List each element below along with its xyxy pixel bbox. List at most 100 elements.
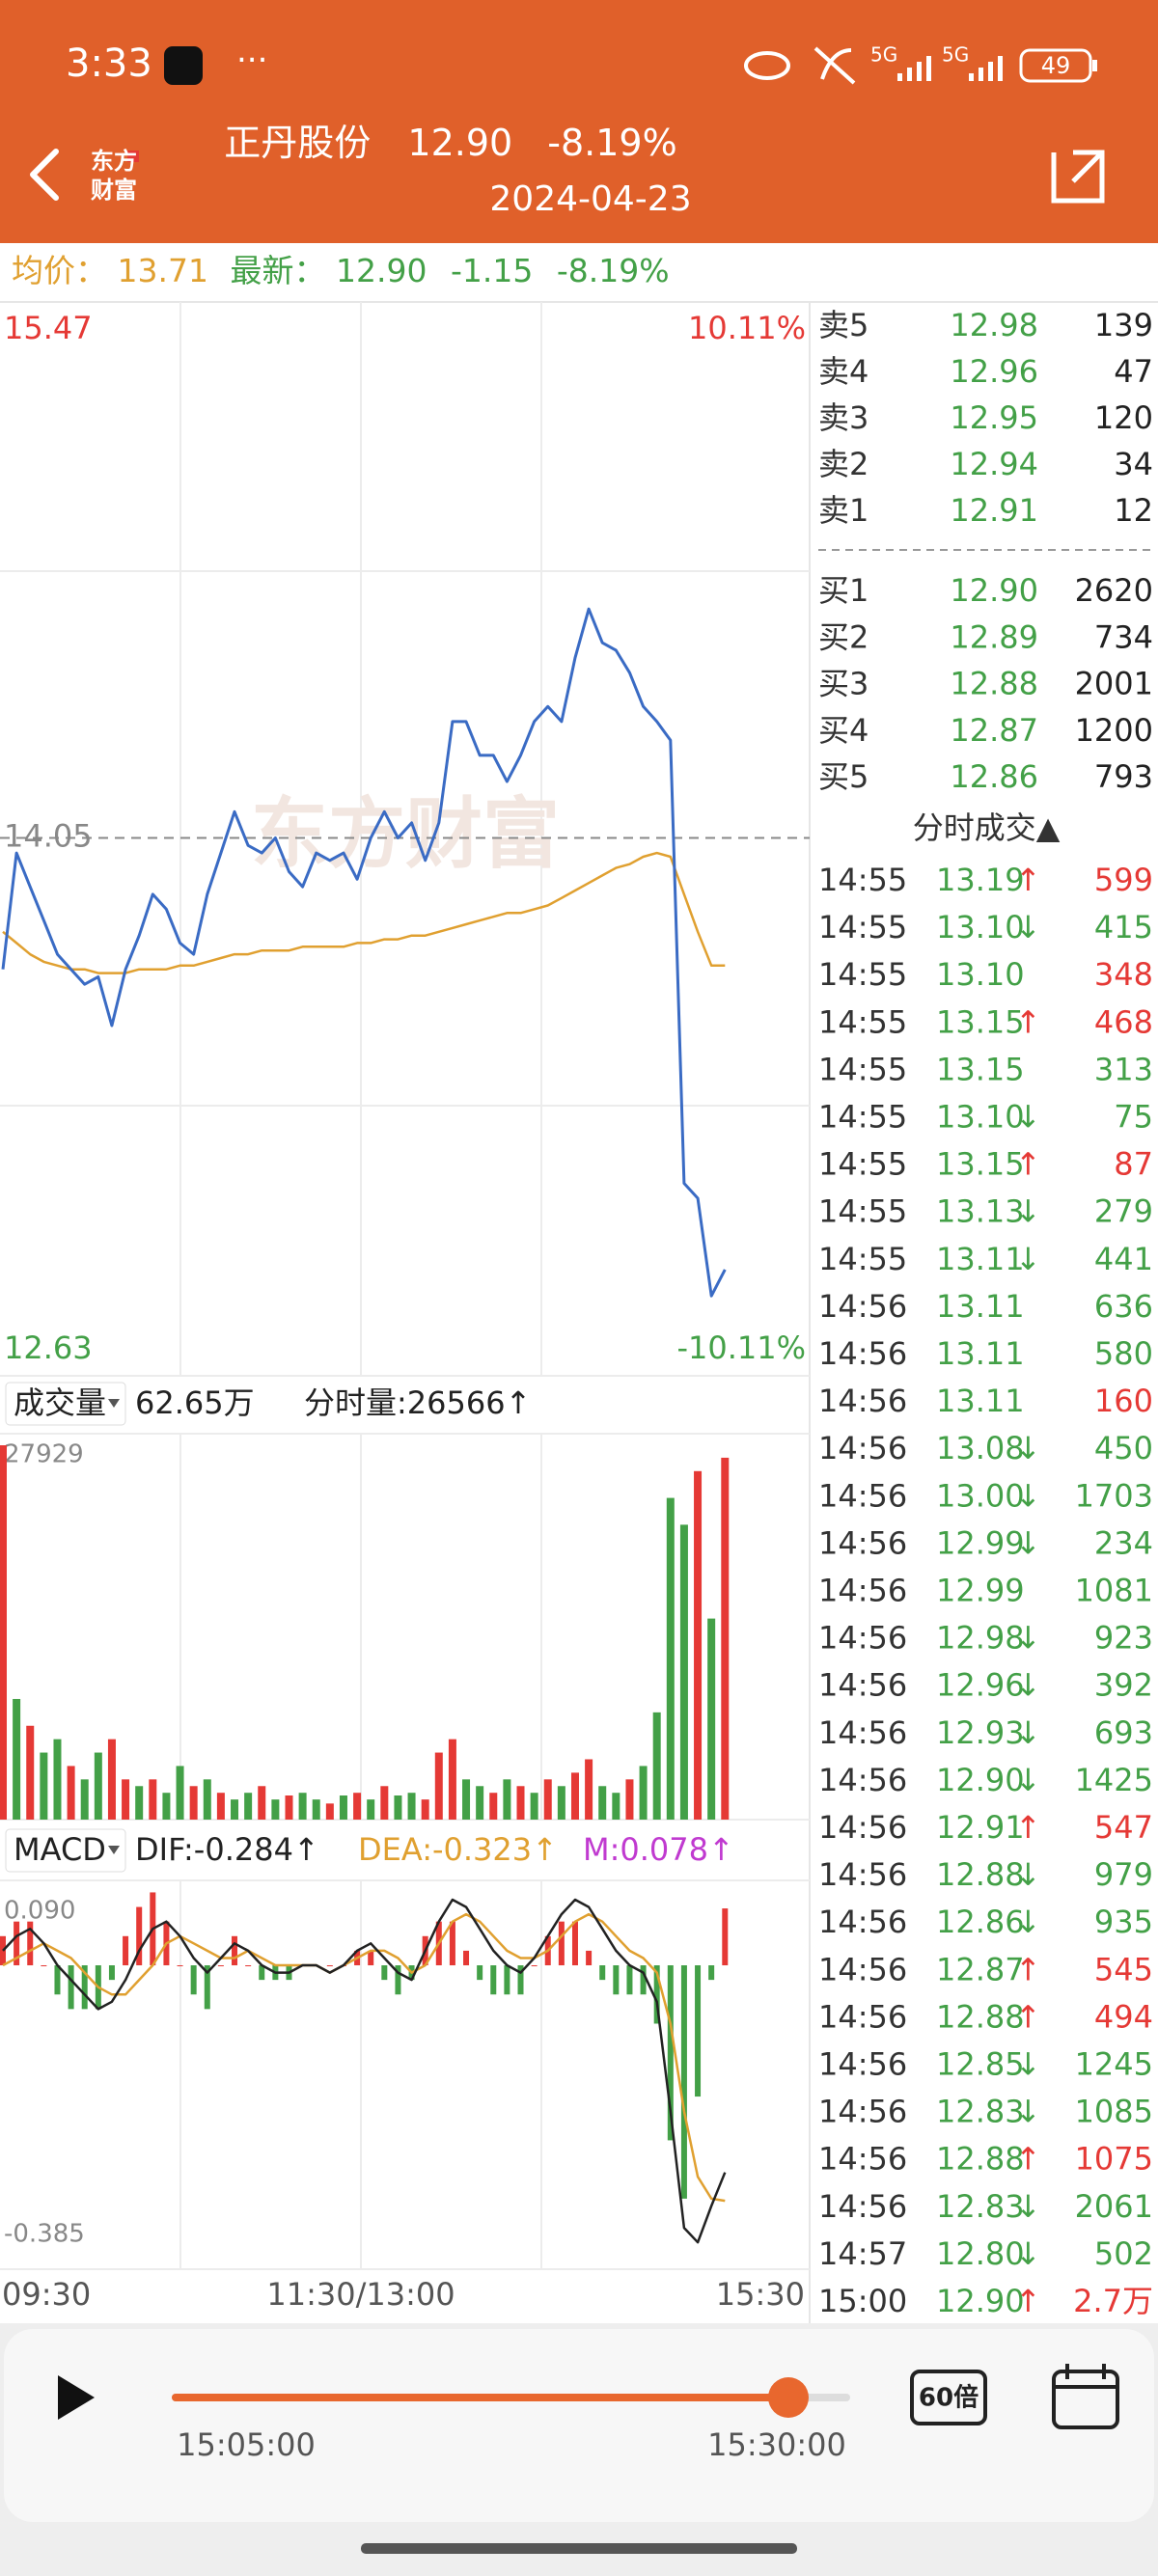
- trade-time: 15:00: [818, 2283, 907, 2319]
- volume-bar: [530, 1793, 538, 1820]
- change: -1.15: [451, 252, 533, 289]
- trades-title[interactable]: 分时成交▲: [913, 809, 1061, 846]
- trade-price: 13.00: [936, 1477, 1025, 1514]
- macd-bar: [204, 1965, 210, 2010]
- tiktok-icon: [164, 46, 203, 85]
- x-label: 11:30/13:00: [266, 2276, 455, 2313]
- trade-arrow: ↓: [1015, 909, 1041, 945]
- book-price: 12.89: [950, 618, 1038, 655]
- book-volume: 120: [1094, 399, 1153, 436]
- macd-bar: [449, 1921, 455, 1966]
- trade-volume: 2061: [1075, 2188, 1153, 2225]
- trade-time: 14:56: [818, 2094, 907, 2130]
- trade-volume: 580: [1094, 1335, 1153, 1372]
- indicator-selector[interactable]: [5, 1828, 126, 1873]
- trade-arrow: ↓: [1015, 2094, 1041, 2130]
- volume-bar: [707, 1618, 716, 1820]
- trade-price: 13.10: [936, 1099, 1025, 1136]
- book-price: 12.98: [950, 307, 1038, 343]
- mute-icon: [813, 46, 856, 85]
- dea-label: DEA:-0.323↑: [358, 1831, 558, 1868]
- macd-bar: [27, 1921, 34, 1966]
- play-button[interactable]: [58, 2375, 95, 2420]
- book-price: 12.96: [950, 353, 1038, 390]
- calendar-button[interactable]: [1052, 2370, 1119, 2429]
- volume-bar: [462, 1779, 471, 1820]
- book-label: 卖2: [818, 446, 868, 482]
- book-label: 卖3: [818, 399, 868, 436]
- trade-arrow: ↑: [1015, 862, 1041, 898]
- trade-price: 13.11: [936, 1241, 1025, 1277]
- trade-volume: 494: [1094, 1998, 1153, 2035]
- trade-price: 12.99: [936, 1573, 1025, 1609]
- trade-volume: 1085: [1075, 2094, 1153, 2130]
- trade-time: 14:55: [818, 956, 907, 993]
- trade-price: 12.88: [936, 2141, 1025, 2178]
- avg-label: 均价：: [12, 252, 107, 289]
- progress-knob[interactable]: [768, 2377, 809, 2418]
- trade-volume: 979: [1094, 1856, 1153, 1893]
- dif-line: [2, 1898, 727, 2244]
- trade-time: 14:56: [818, 1573, 907, 1609]
- back-button[interactable]: [30, 149, 59, 201]
- volume-selector[interactable]: [5, 1382, 126, 1426]
- volume-bar: [312, 1799, 320, 1820]
- trade-volume: 502: [1094, 2235, 1153, 2272]
- volume-bar: [258, 1786, 266, 1820]
- avg-price: 13.71: [118, 252, 208, 289]
- trade-volume: 234: [1094, 1524, 1153, 1561]
- macd-bar: [381, 1965, 388, 1981]
- book-volume: 2620: [1075, 572, 1153, 609]
- trade-volume: 392: [1094, 1667, 1153, 1704]
- volume-bar: [244, 1793, 253, 1820]
- trade-time: 14:55: [818, 909, 907, 945]
- m-label: M:0.078↑: [583, 1831, 734, 1868]
- volume-bar: [216, 1793, 225, 1820]
- stock-price: 12.90: [407, 122, 512, 164]
- network-1: 5G: [870, 43, 897, 67]
- trade-time: 14:55: [818, 1099, 907, 1136]
- trade-arrow: ↓: [1015, 1099, 1041, 1136]
- y-tick-label: 12.63: [4, 1329, 93, 1366]
- trade-arrow: ↓: [1015, 1430, 1041, 1466]
- trade-price: 12.80: [936, 2235, 1025, 2272]
- trade-volume: 2.7万: [1073, 2283, 1153, 2319]
- macd-bar: [14, 1921, 20, 1966]
- macd-bar: [232, 1935, 238, 1966]
- x-label: 09:30: [2, 2276, 91, 2313]
- volume-bar: [721, 1457, 730, 1820]
- book-label: 买5: [818, 758, 868, 795]
- y-tick-label: 15.47: [4, 310, 93, 346]
- trade-time: 14:56: [818, 1904, 907, 1940]
- volume-bar: [639, 1766, 648, 1820]
- trade-time: 14:56: [818, 1288, 907, 1325]
- speed-button[interactable]: [910, 2370, 987, 2425]
- volume-bar: [80, 1779, 89, 1820]
- y-tick-label: 0.090: [4, 1897, 75, 1926]
- trade-price: 12.88: [936, 1856, 1025, 1893]
- trade-time: 14:56: [818, 1667, 907, 1704]
- trade-price: 12.83: [936, 2094, 1025, 2130]
- trade-time: 14:56: [818, 1762, 907, 1798]
- book-label: 买2: [818, 618, 868, 655]
- trade-price: 13.13: [936, 1193, 1025, 1230]
- book-label: 买1: [818, 572, 868, 609]
- trade-volume: 935: [1094, 1904, 1153, 1940]
- volume-bar: [67, 1766, 75, 1820]
- share-button[interactable]: [1051, 150, 1105, 204]
- macd-bar: [190, 1965, 197, 1995]
- volume-bar: [94, 1752, 102, 1820]
- trade-volume: 545: [1094, 1951, 1153, 1987]
- trade-price: 13.15: [936, 1003, 1025, 1040]
- trade-volume: 348: [1094, 956, 1153, 993]
- macd-bar: [68, 1965, 74, 2010]
- dif-label: DIF:-0.284↑: [135, 1831, 319, 1868]
- trade-time: 14:55: [818, 1193, 907, 1230]
- book-volume: 34: [1114, 446, 1153, 482]
- trade-arrow: ↓: [1015, 1620, 1041, 1657]
- volume-bar: [666, 1497, 675, 1820]
- trade-price: 12.91: [936, 1809, 1025, 1846]
- stock-title: 正丹股份 12.90 -8.19%: [224, 122, 676, 164]
- calendar-icon: [1054, 2364, 1117, 2389]
